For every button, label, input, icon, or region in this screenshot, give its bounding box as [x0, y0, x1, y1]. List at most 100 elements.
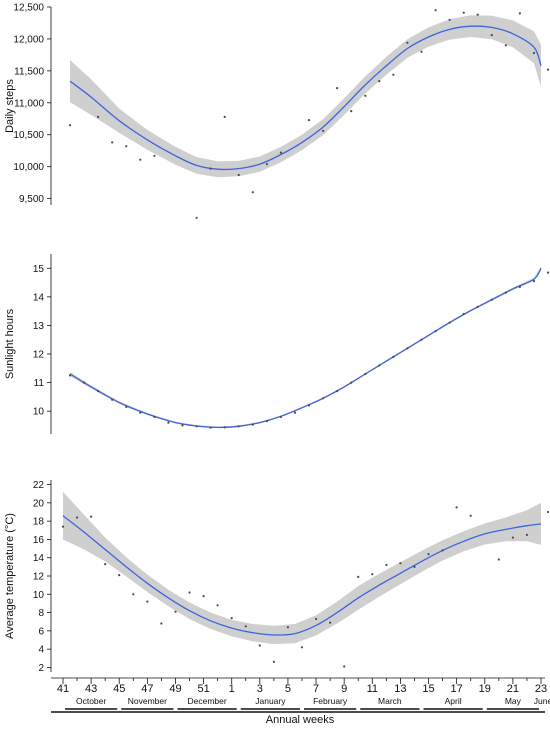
data-point	[420, 50, 423, 53]
month-label: March	[378, 696, 402, 706]
y-tick-label: 12,500	[13, 3, 44, 14]
data-point	[97, 390, 100, 393]
data-point	[293, 411, 297, 414]
x-tick-label: 5	[285, 683, 291, 695]
panel-average-temperature: 2 4 6 8 10 12 14 16 18 20 22 Average temperature (°…	[4, 480, 550, 674]
data-point	[265, 163, 268, 166]
data-point	[223, 426, 226, 429]
y-tick-label: 11,000	[14, 98, 44, 109]
data-point	[518, 12, 522, 15]
data-point	[188, 591, 191, 594]
data-point	[111, 141, 114, 144]
confidence-band	[70, 266, 541, 429]
data-point	[230, 617, 233, 620]
month-label: October	[76, 696, 106, 706]
data-point	[406, 41, 409, 44]
panel-daily-steps: 9,500 10,000 10,500 11,000 11,500 12,000 12,50…	[4, 3, 550, 219]
data-point	[448, 321, 451, 324]
x-tick-label: 15	[422, 683, 434, 695]
data-point	[195, 216, 198, 219]
month-label: January	[255, 696, 286, 706]
confidence-band	[70, 15, 541, 178]
data-point	[441, 549, 444, 552]
y-tick-label: 6	[38, 626, 44, 637]
x-tick-label: 7	[313, 683, 319, 695]
data-point	[525, 533, 529, 537]
month-label: June	[534, 696, 550, 706]
x-tick-label: 41	[57, 683, 69, 695]
data-point	[153, 415, 156, 418]
data-point	[300, 646, 304, 649]
data-point	[357, 575, 360, 579]
data-point	[125, 145, 128, 148]
data-point	[490, 34, 493, 37]
month-label: November	[128, 696, 167, 706]
data-point	[427, 553, 430, 556]
y-tick-label: 9,500	[19, 194, 44, 205]
x-tick-label: 45	[113, 683, 125, 695]
data-point	[455, 506, 458, 509]
y-tick-label: 20	[33, 498, 45, 509]
x-tick-label: 51	[197, 683, 209, 695]
y-tick-label: 13	[33, 321, 45, 332]
data-point	[504, 291, 507, 294]
data-point	[490, 298, 493, 301]
data-point	[104, 563, 107, 566]
panel-sunlight-hours: 10 11 12 13 14 15 Sunlight hours	[4, 254, 550, 434]
data-point	[476, 13, 479, 16]
data-point	[167, 421, 170, 424]
data-point	[258, 644, 261, 647]
data-point	[364, 372, 367, 376]
y-tick-label: 10	[33, 590, 45, 601]
data-point	[139, 411, 142, 414]
data-point	[329, 621, 332, 624]
x-tick-label: 43	[85, 683, 97, 695]
x-tick-label: 23	[535, 683, 547, 695]
data-point	[307, 119, 311, 122]
data-point	[336, 87, 339, 90]
data-point	[504, 44, 507, 47]
data-point	[160, 622, 163, 625]
data-point	[146, 600, 149, 603]
data-point	[434, 9, 437, 12]
data-point	[350, 381, 353, 384]
data-point	[462, 11, 465, 14]
data-point	[476, 305, 479, 308]
data-point	[399, 562, 402, 565]
data-point	[307, 404, 311, 407]
data-point	[392, 73, 395, 76]
data-point	[546, 510, 550, 514]
month-label: April	[445, 696, 462, 706]
data-point	[83, 381, 86, 384]
data-point	[350, 110, 353, 113]
data-point	[153, 154, 156, 157]
data-point	[90, 515, 93, 518]
data-point	[378, 364, 381, 367]
y-tick-label: 10,000	[13, 162, 44, 173]
x-tick-label: 49	[169, 683, 181, 695]
data-point	[315, 617, 318, 621]
x-tick-label: 13	[394, 683, 406, 695]
data-point	[237, 173, 240, 177]
x-tick-label: 1	[229, 683, 235, 695]
y-tick-label: 10,500	[13, 130, 44, 141]
data-point	[462, 312, 465, 316]
x-tick-label: 11	[367, 683, 378, 695]
data-point	[209, 167, 212, 170]
data-point	[61, 525, 65, 528]
data-point	[76, 516, 79, 519]
data-point	[286, 626, 289, 629]
fit-line	[69, 267, 542, 429]
data-point	[216, 604, 219, 607]
data-point	[343, 665, 346, 668]
y-tick-label: 11,500	[14, 66, 44, 77]
data-point	[237, 425, 240, 428]
data-point	[68, 374, 72, 377]
data-point	[279, 415, 282, 418]
data-point	[322, 129, 325, 132]
y-axis-title: Sunlight hours	[4, 308, 16, 379]
month-label: December	[187, 696, 226, 706]
data-point	[132, 593, 135, 596]
data-point	[97, 115, 100, 118]
